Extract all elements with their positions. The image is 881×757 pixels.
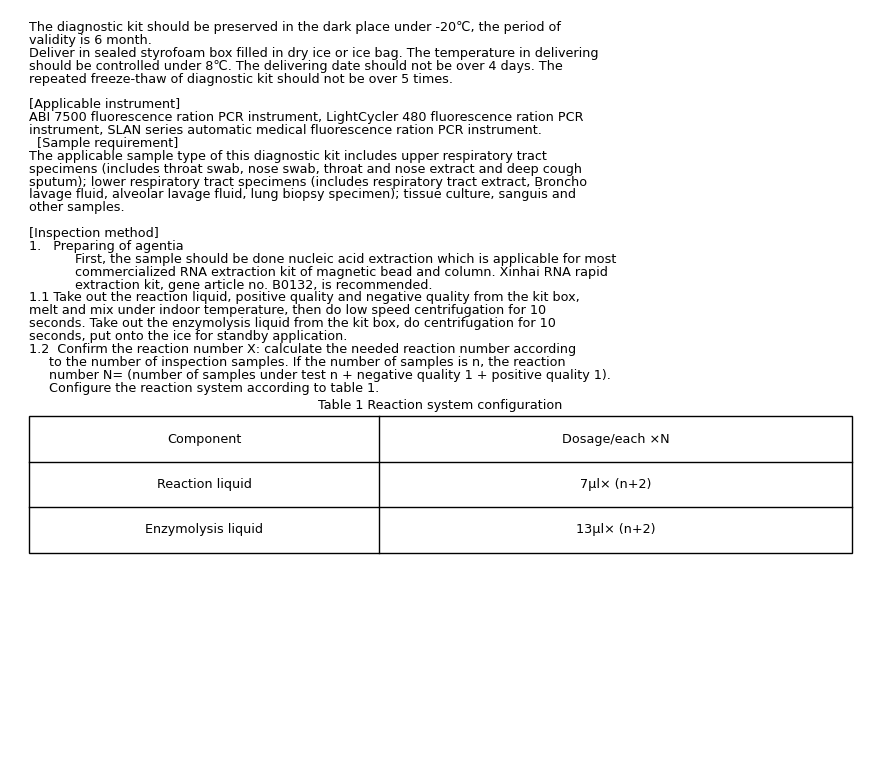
- Text: 7μl× (n+2): 7μl× (n+2): [580, 478, 651, 491]
- Text: other samples.: other samples.: [29, 201, 125, 214]
- Text: should be controlled under 8℃. The delivering date should not be over 4 days. Th: should be controlled under 8℃. The deliv…: [29, 60, 563, 73]
- Text: lavage fluid, alveolar lavage fluid, lung biopsy specimen); tissue culture, sang: lavage fluid, alveolar lavage fluid, lun…: [29, 188, 576, 201]
- Text: to the number of inspection samples. If the number of samples is n, the reaction: to the number of inspection samples. If …: [29, 356, 566, 369]
- Text: Table 1 Reaction system configuration: Table 1 Reaction system configuration: [318, 399, 563, 412]
- Text: [Sample requirement]: [Sample requirement]: [29, 137, 178, 150]
- Text: 1.2  Confirm the reaction number X: calculate the needed reaction number accordi: 1.2 Confirm the reaction number X: calcu…: [29, 343, 576, 356]
- Text: melt and mix under indoor temperature, then do low speed centrifugation for 10: melt and mix under indoor temperature, t…: [29, 304, 546, 317]
- Text: validity is 6 month.: validity is 6 month.: [29, 34, 152, 47]
- Text: First, the sample should be done nucleic acid extraction which is applicable for: First, the sample should be done nucleic…: [75, 253, 617, 266]
- Text: commercialized RNA extraction kit of magnetic bead and column. Xinhai RNA rapid: commercialized RNA extraction kit of mag…: [75, 266, 608, 279]
- Text: instrument, SLAN series automatic medical fluorescence ration PCR instrument.: instrument, SLAN series automatic medica…: [29, 124, 542, 137]
- Text: seconds. Take out the enzymolysis liquid from the kit box, do centrifugation for: seconds. Take out the enzymolysis liquid…: [29, 317, 556, 330]
- Text: specimens (includes throat swab, nose swab, throat and nose extract and deep cou: specimens (includes throat swab, nose sw…: [29, 163, 582, 176]
- Text: 1.   Preparing of agentia: 1. Preparing of agentia: [29, 240, 184, 253]
- Text: extraction kit, gene article no. B0132, is recommended.: extraction kit, gene article no. B0132, …: [75, 279, 433, 291]
- Text: The diagnostic kit should be preserved in the dark place under -20℃, the period : The diagnostic kit should be preserved i…: [29, 21, 561, 34]
- Text: Component: Component: [167, 432, 241, 446]
- Text: sputum); lower respiratory tract specimens (includes respiratory tract extract, : sputum); lower respiratory tract specime…: [29, 176, 588, 188]
- Text: number N= (number of samples under test n + negative quality 1 + positive qualit: number N= (number of samples under test …: [29, 369, 611, 382]
- Text: [Inspection method]: [Inspection method]: [29, 227, 159, 240]
- Text: Reaction liquid: Reaction liquid: [157, 478, 251, 491]
- Text: ABI 7500 fluorescence ration PCR instrument, LightCycler 480 fluorescence ration: ABI 7500 fluorescence ration PCR instrum…: [29, 111, 583, 124]
- Text: The applicable sample type of this diagnostic kit includes upper respiratory tra: The applicable sample type of this diagn…: [29, 150, 547, 163]
- Text: Enzymolysis liquid: Enzymolysis liquid: [145, 523, 263, 537]
- Text: seconds, put onto the ice for standby application.: seconds, put onto the ice for standby ap…: [29, 330, 347, 343]
- Text: Configure the reaction system according to table 1.: Configure the reaction system according …: [29, 382, 380, 394]
- Text: Deliver in sealed styrofoam box filled in dry ice or ice bag. The temperature in: Deliver in sealed styrofoam box filled i…: [29, 47, 598, 60]
- Bar: [29, 416, 852, 553]
- Text: 1.1 Take out the reaction liquid, positive quality and negative quality from the: 1.1 Take out the reaction liquid, positi…: [29, 291, 580, 304]
- Text: Dosage/each ×N: Dosage/each ×N: [561, 432, 670, 446]
- Text: repeated freeze-thaw of diagnostic kit should not be over 5 times.: repeated freeze-thaw of diagnostic kit s…: [29, 73, 453, 86]
- Text: 13μl× (n+2): 13μl× (n+2): [575, 523, 655, 537]
- Text: [Applicable instrument]: [Applicable instrument]: [29, 98, 181, 111]
